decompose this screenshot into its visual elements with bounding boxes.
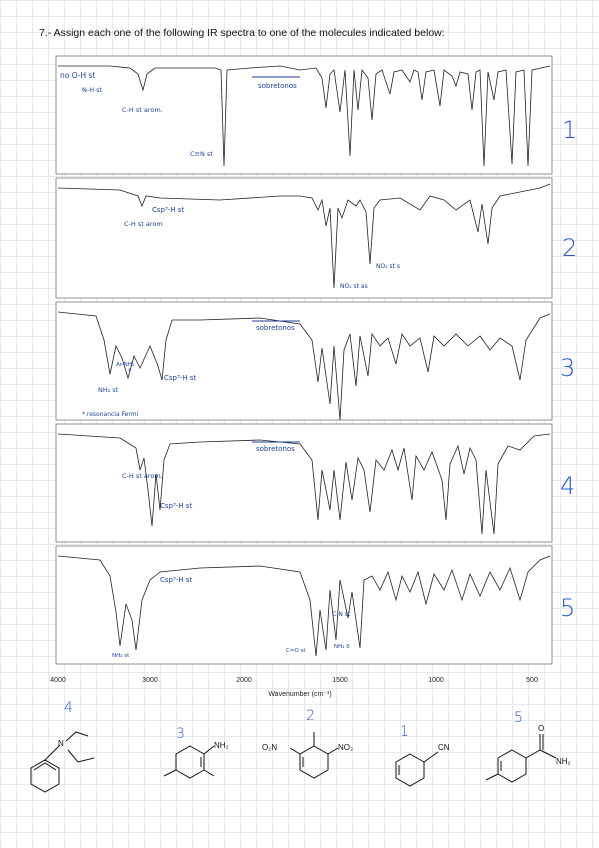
molecule-4-cn-label: CN [438, 743, 450, 752]
annotation-ch-arom-2: C-H st arom [124, 220, 163, 228]
annotation-ch-arom: C-H st arom. [122, 106, 163, 114]
spectrum-2-frame [55, 177, 553, 299]
molecule-1-assignment: 4 [64, 700, 73, 716]
annotation-nh-st: N-H st [82, 86, 103, 94]
molecule-2-nh2-label: NH₂ [214, 741, 229, 750]
annotation-cn-st: C≡N st [190, 150, 213, 158]
annotation-nh2-st: NH₂ st [98, 386, 119, 394]
x-tick-1000: 1000 [428, 677, 444, 684]
x-tick-500: 500 [526, 677, 538, 684]
x-tick-1500: 1500 [332, 677, 348, 684]
molecule-n-diethylaniline: 4 N [30, 700, 95, 793]
annotation-nh2-delta: NH₂ δ [334, 644, 350, 650]
answer-2: 2 [562, 234, 577, 262]
molecule-dimethylaniline: 3 NH₂ [163, 726, 229, 779]
answer-4: 4 [560, 472, 575, 500]
spectrum-1-frame [55, 55, 553, 175]
answer-1: 1 [562, 116, 577, 144]
spectrum-4-frame [55, 423, 553, 543]
spectrum-4-trace [57, 433, 551, 535]
annotation-csp3-3: Csp³-H st [164, 374, 196, 382]
molecule-5-nh2-label: NH₂ [556, 757, 571, 766]
spectrum-2-panel: Csp³-H st C-H st arom NO₂ st s NO₂ st as [55, 177, 553, 299]
molecule-toluamide: 5 O NH₂ [485, 710, 571, 783]
annotation-csp3-2: Csp³-H st [152, 206, 184, 214]
molecule-4-assignment: 1 [400, 724, 409, 740]
x-tick-2000: 2000 [236, 677, 252, 684]
spectrum-3-trace [57, 311, 551, 421]
spectrum-4-panel: sobretonos C-H st arom. Csp³-H st [55, 423, 553, 543]
annotation-no-oh: no O-H st [60, 71, 95, 80]
molecule-3-o2n-label: O₂N [262, 743, 277, 752]
molecule-dinitrotoluene: 2 O₂N NO₂ [262, 708, 353, 779]
molecule-3-assignment: 2 [306, 708, 315, 724]
spectrum-2-trace [57, 183, 551, 289]
annotation-fermi-mark: * [128, 367, 132, 375]
annotation-csp3-4: Csp³-H st [160, 502, 192, 510]
annotation-no2-s: NO₂ st s [376, 263, 400, 270]
annotation-no2-as: NO₂ st as [340, 283, 368, 290]
molecule-5-o-label: O [538, 724, 544, 733]
annotation-sobretonos-4: sobretonos [256, 445, 295, 453]
x-tick-4000: 4000 [50, 677, 66, 684]
annotation-sobretonos-3: sobretonos [256, 324, 295, 332]
annotation-fermi-resonance: * resonancia Fermi [82, 411, 139, 418]
annotation-co-st: C=O st [286, 648, 306, 654]
spectrum-1-trace [58, 65, 551, 167]
x-axis-label: Wavenumber (cm⁻¹) [268, 691, 331, 698]
annotation-ch-arom-4: C-H st arom. [122, 472, 163, 480]
annotation-cn-st-5: C-N st [332, 611, 351, 618]
molecule-benzonitrile: 1 CN [395, 724, 450, 787]
spectrum-5-frame [55, 545, 553, 665]
spectrum-5-trace [57, 555, 551, 657]
annotation-sobretonos-1: sobretonos [258, 82, 297, 90]
spectrum-3-frame [55, 301, 553, 421]
molecule-2-assignment: 3 [176, 726, 185, 742]
annotation-ar-nh2: Ar-NH₂ [116, 362, 134, 368]
spectrum-1-panel: no O-H st N-H st C-H st arom. C≡N st sob… [55, 55, 553, 175]
molecule-5-assignment: 5 [514, 710, 523, 726]
annotation-csp3-5: Csp³-H st [160, 576, 192, 584]
molecule-1-n-label: N [58, 739, 64, 748]
answer-3: 3 [560, 354, 575, 382]
spectrum-3-panel: sobretonos Ar-NH₂ * Csp³-H st NH₂ st * r… [55, 301, 553, 421]
annotation-nh2-st-5: NH₂ st [112, 653, 130, 659]
x-tick-3000: 3000 [142, 677, 158, 684]
spectrum-5-panel: Csp³-H st C-N st C=O st NH₂ δ NH₂ st [55, 545, 553, 665]
molecule-3-no2-label: NO₂ [338, 743, 353, 752]
answer-5: 5 [560, 594, 575, 622]
question-title: 7.- Assign each one of the following IR … [39, 27, 445, 39]
x-axis: 4000 3000 2000 1500 1000 500 Wavenumber … [50, 677, 538, 698]
